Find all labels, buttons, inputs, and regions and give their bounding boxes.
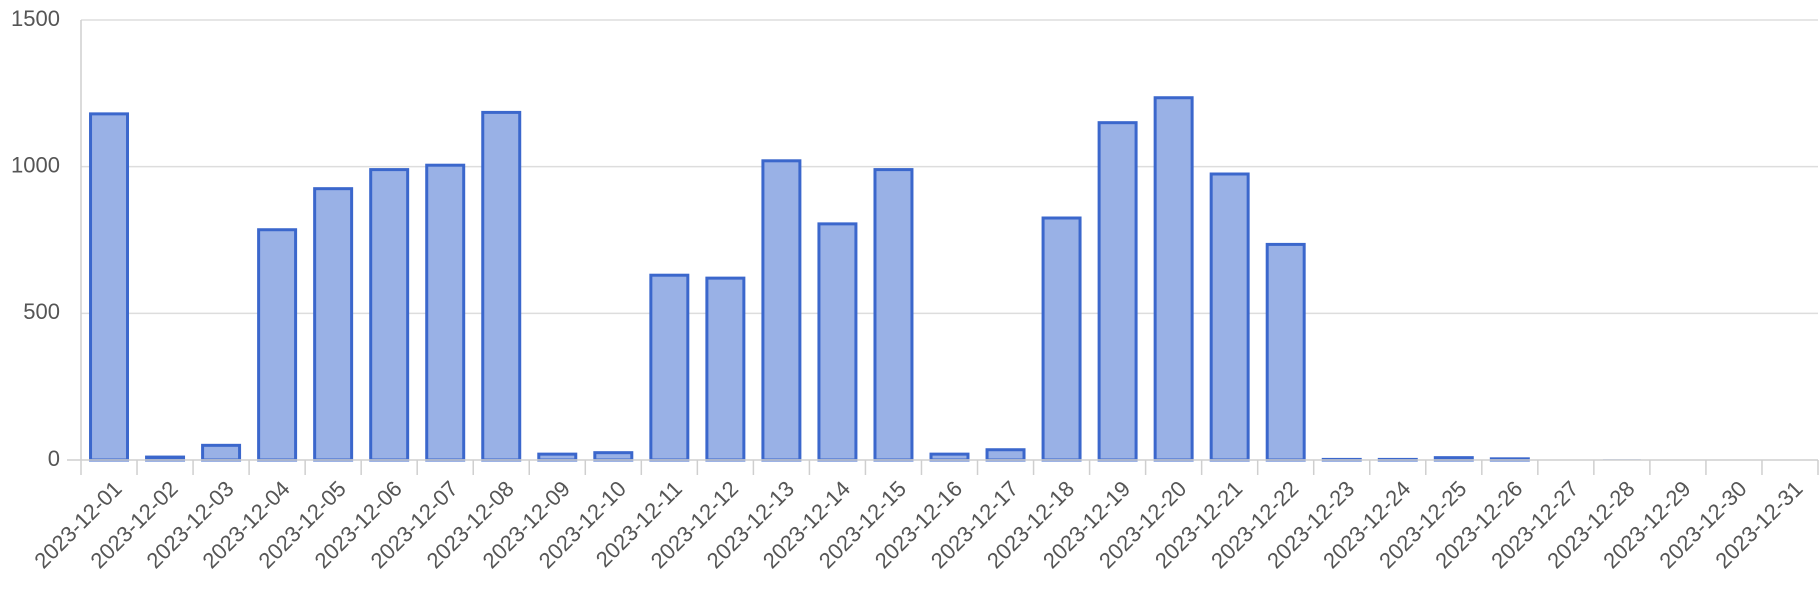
- bar: [761, 159, 802, 462]
- x-axis-labels: 2023-12-012023-12-022023-12-032023-12-04…: [29, 476, 1807, 573]
- bars: [89, 96, 1641, 462]
- axes: [67, 20, 1819, 475]
- bar: [1097, 121, 1138, 462]
- bar: [369, 168, 410, 462]
- bar: [1153, 96, 1194, 462]
- bar: [873, 168, 914, 462]
- bar: [537, 452, 578, 462]
- bar: [1041, 216, 1082, 462]
- bar: [201, 443, 242, 462]
- bar: [817, 222, 858, 462]
- bar: [481, 110, 522, 462]
- bar: [649, 273, 690, 462]
- bar: [1265, 242, 1306, 462]
- y-tick-label: 0: [48, 446, 60, 471]
- bar: [313, 187, 354, 462]
- bar: [985, 448, 1026, 462]
- bar: [89, 112, 130, 462]
- bar: [257, 228, 298, 462]
- y-tick-label: 500: [23, 299, 60, 324]
- y-tick-label: 1000: [11, 152, 60, 177]
- bar: [593, 451, 634, 462]
- bar: [1209, 172, 1250, 462]
- bar: [705, 276, 746, 462]
- bar: [929, 452, 970, 462]
- y-tick-label: 1500: [11, 6, 60, 31]
- y-axis-labels: 0 500 1000 1500: [11, 6, 60, 471]
- bar: [425, 163, 466, 462]
